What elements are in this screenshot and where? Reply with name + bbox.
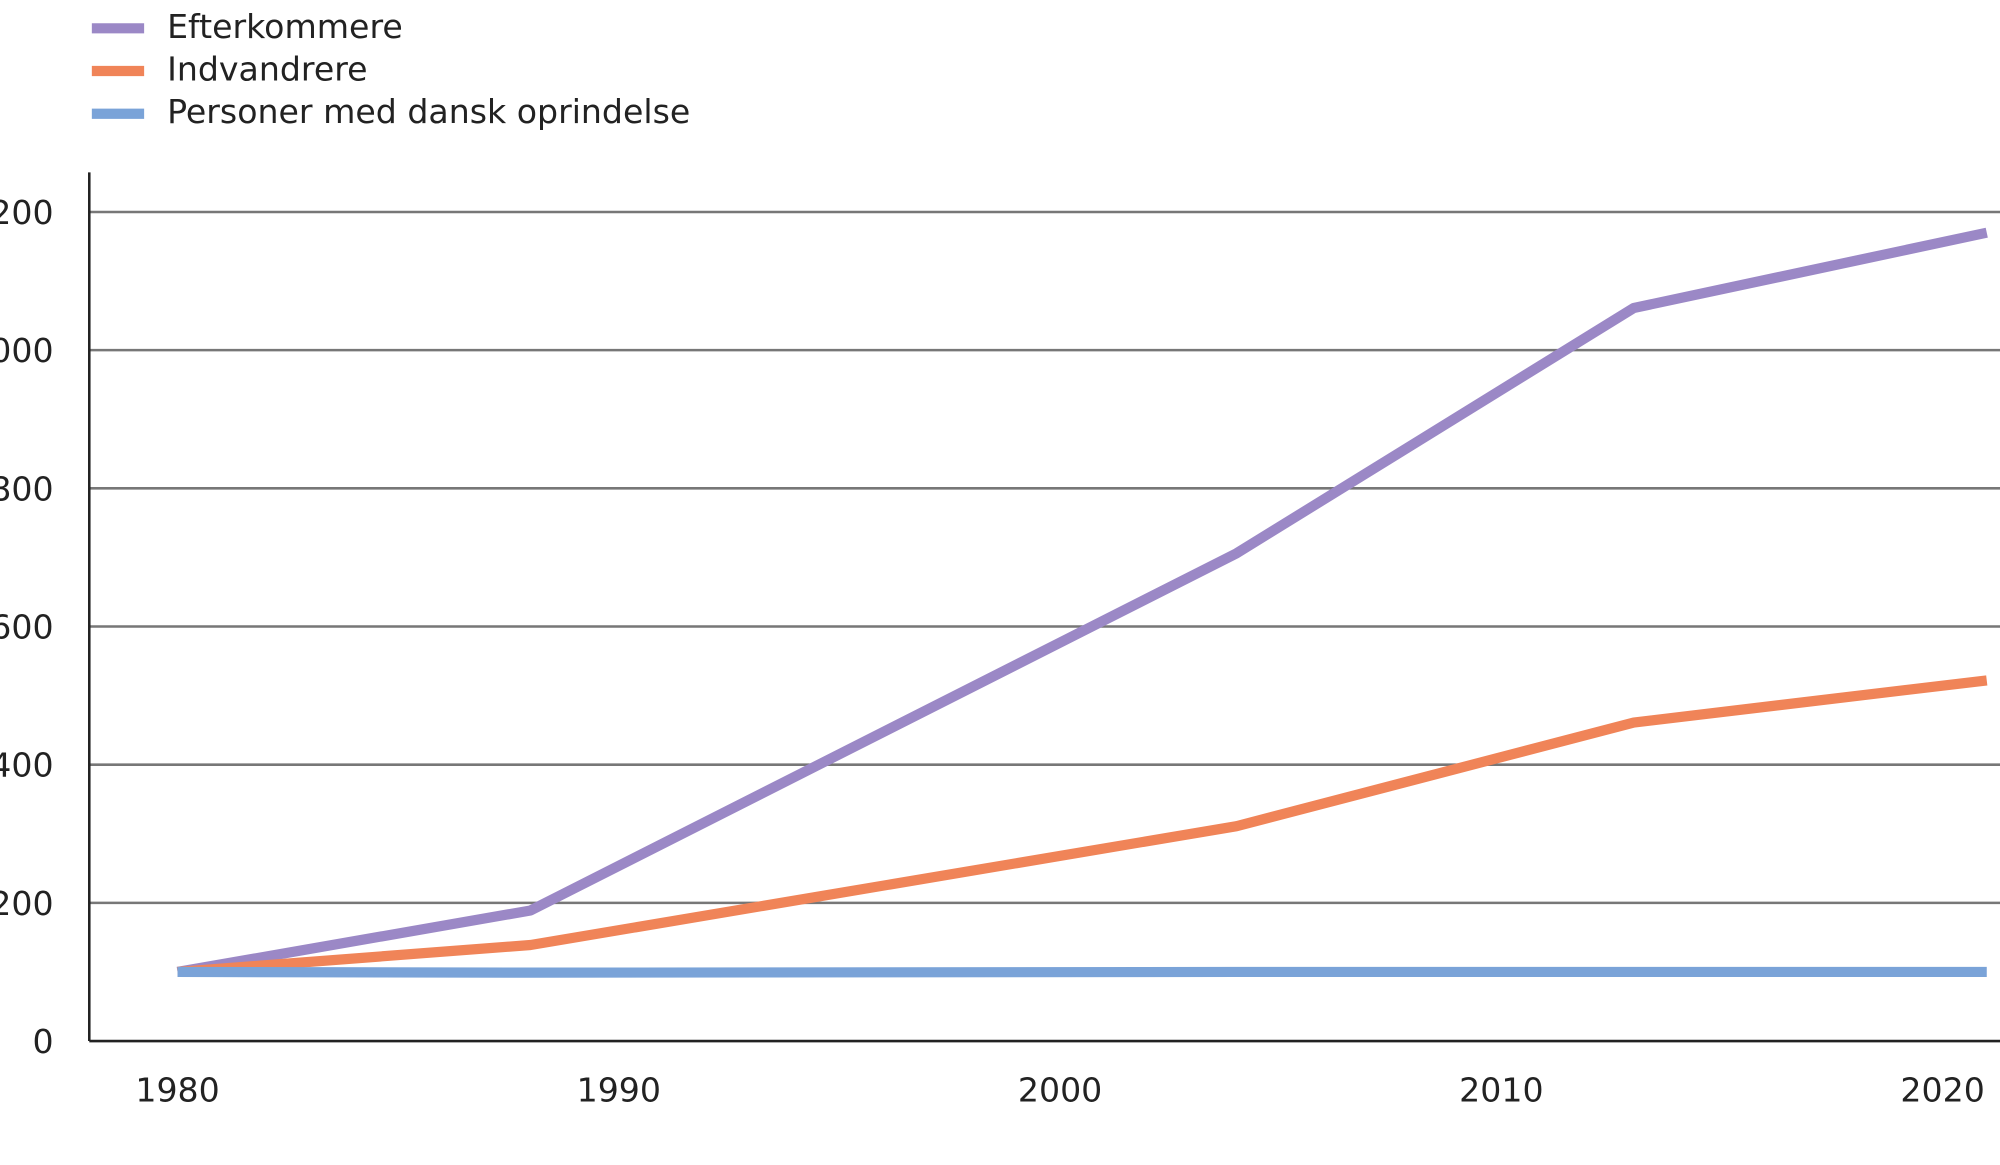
x-tick-label: 1980: [135, 1071, 219, 1110]
x-tick-label: 1990: [577, 1071, 661, 1110]
x-tick-label: 2010: [1459, 1071, 1543, 1110]
y-tick-label: 400: [0, 746, 54, 785]
legend-label: Indvandrere: [167, 50, 367, 89]
lines: [176, 227, 1988, 978]
y-tick-label: 800: [0, 469, 54, 508]
series-line: [177, 675, 1988, 978]
grid: [89, 210, 2000, 905]
series-line: [176, 227, 1988, 977]
legend-label: Efterkommere: [167, 7, 403, 46]
y-tick-label: 0: [32, 1022, 53, 1061]
y-tick-label: 1200: [0, 193, 54, 232]
series-line: [177, 966, 1987, 978]
y-tick-label: 200: [0, 884, 54, 923]
x-tick-label: 2000: [1018, 1071, 1102, 1110]
x-tick-label: 2020: [1900, 1071, 1984, 1110]
y-tick-label: 1000: [0, 331, 54, 370]
legend-label: Personer med dansk oprindelse: [167, 92, 690, 131]
y-tick-label: 600: [0, 608, 54, 647]
